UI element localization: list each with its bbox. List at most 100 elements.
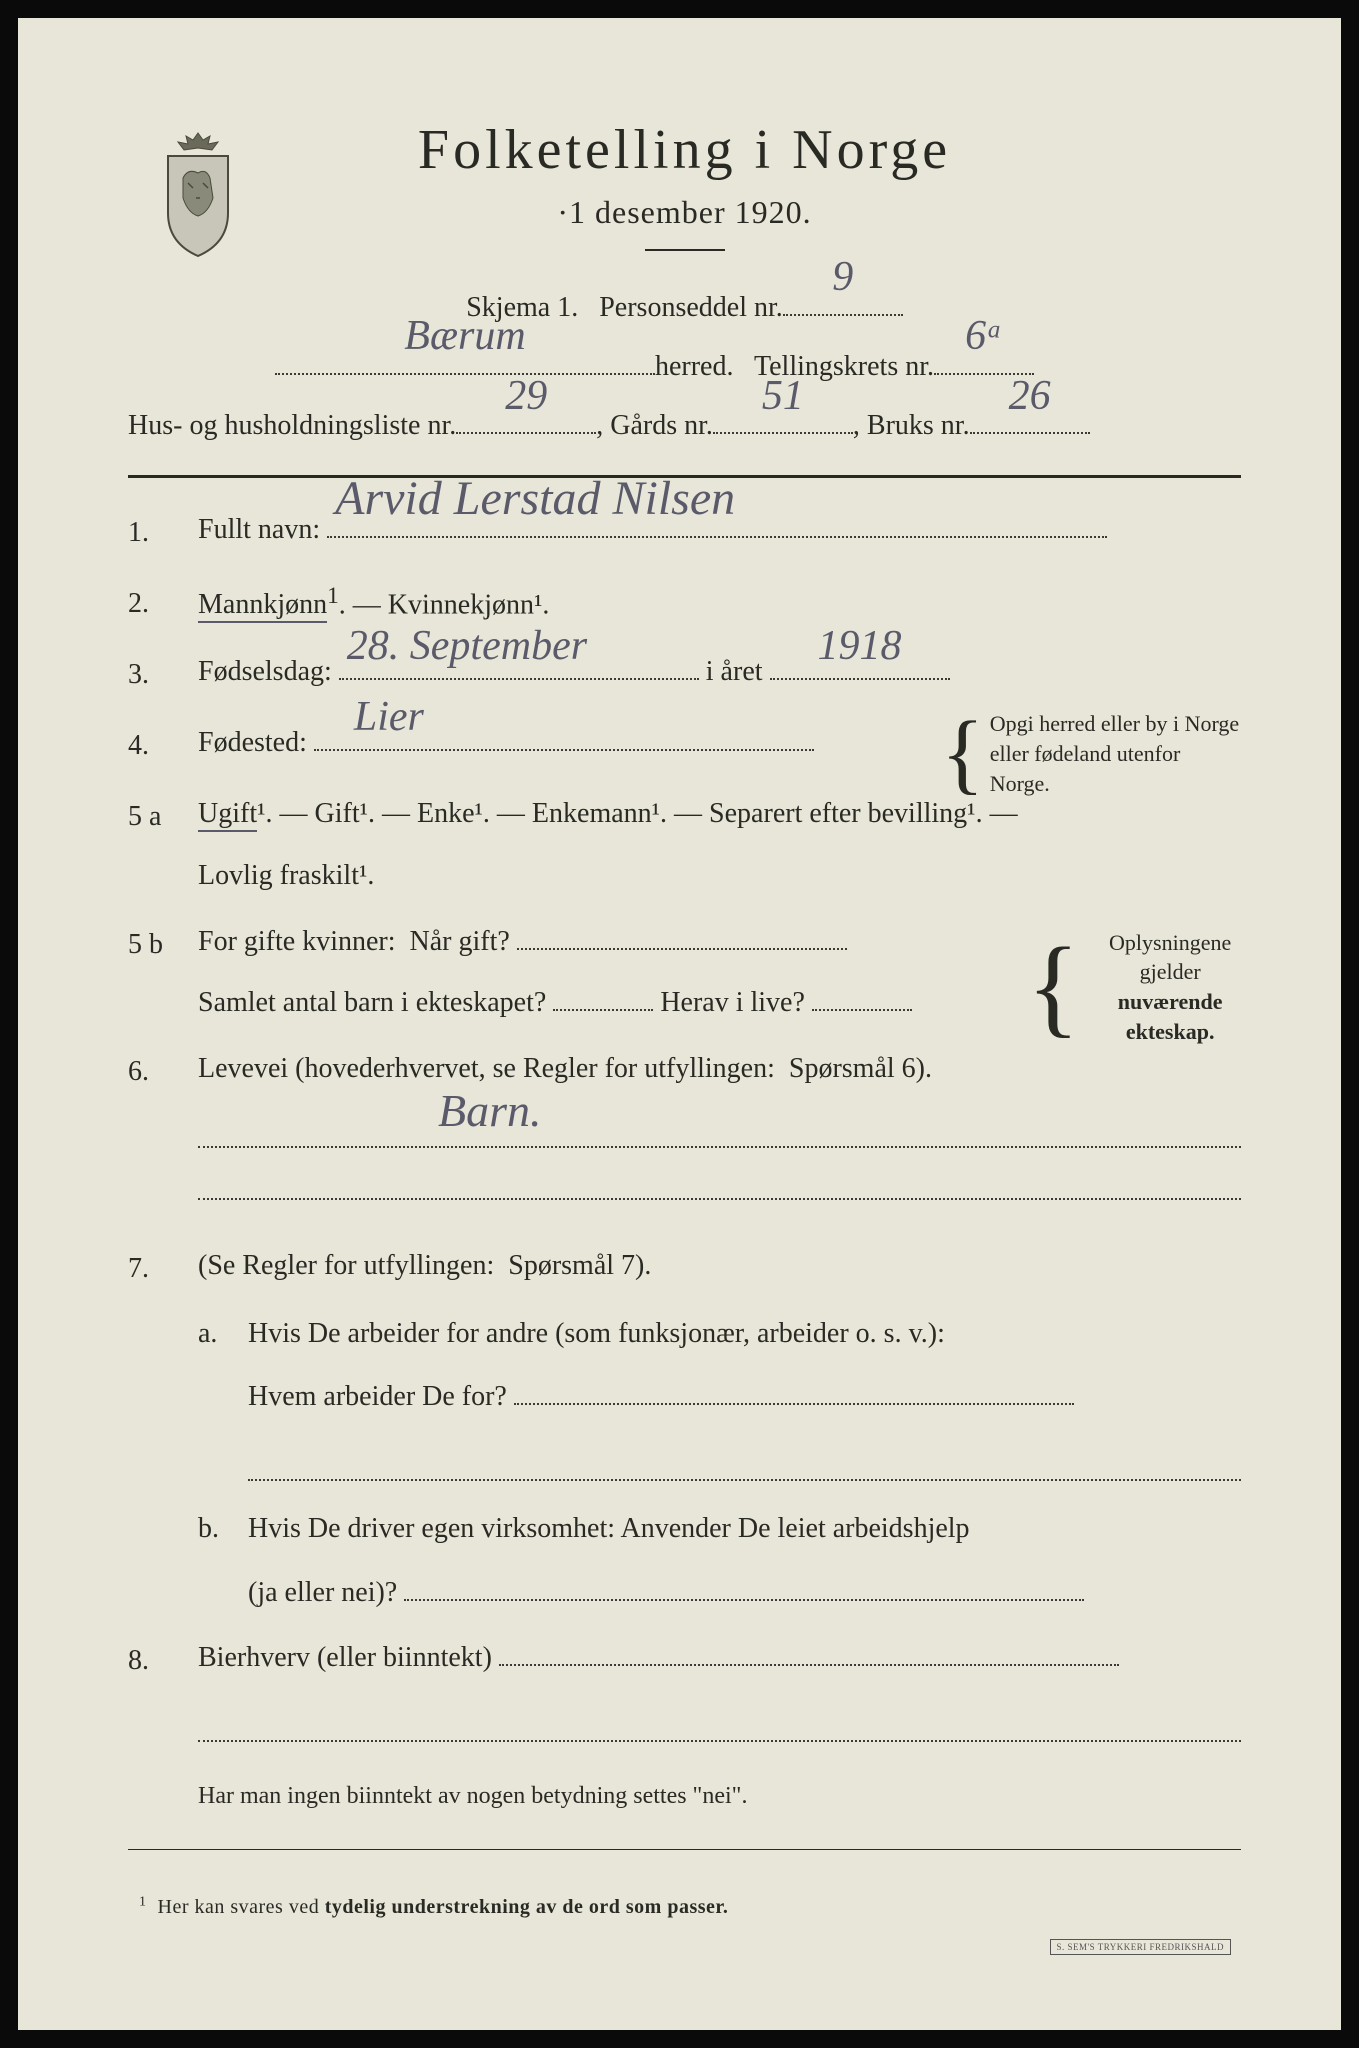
q7-row: 7. (Se Regler for utfyllingen: Spørsmål … — [128, 1242, 1241, 1616]
q2-mannkjonn: Mannkjønn — [198, 589, 327, 623]
q5b-row: 5 b For gifte kvinner: Når gift? Samlet … — [128, 918, 1241, 1027]
bruks-label: , Bruks nr. — [853, 399, 970, 452]
q7-body: (Se Regler for utfyllingen: Spørsmål 7).… — [198, 1242, 1241, 1616]
footnote: 1 Her kan svares ved tydelig understrekn… — [128, 1880, 1241, 1926]
q8-body: Bierhverv (eller biinntekt) — [198, 1634, 1241, 1754]
q4-body: Fødested: Lier { Opgi herred eller by i … — [198, 719, 1241, 767]
q3-year-field: 1918 — [770, 648, 950, 680]
q6-value: Barn. — [438, 1072, 542, 1150]
q7a: a. Hvis De arbeider for andre (som funks… — [198, 1310, 1241, 1493]
census-form-page: Folketelling i Norge ·1 desember 1920. S… — [0, 0, 1359, 2048]
q2-num: 2. — [128, 577, 198, 630]
q8-label: Bierhverv (eller biinntekt) — [198, 1642, 492, 1673]
q5a-body: Ugift¹. — Gift¹. — Enke¹. — Enkemann¹. —… — [198, 790, 1241, 899]
q7a-letter: a. — [198, 1310, 248, 1493]
q3-num: 3. — [128, 648, 198, 701]
bruks-field: 26 — [970, 402, 1090, 434]
personseddel-field: 9 — [783, 284, 903, 316]
q5b-label3: Herav i live? — [660, 987, 805, 1018]
q7a-field — [514, 1373, 1074, 1405]
page-subtitle: ·1 desember 1920. — [128, 194, 1241, 231]
q7-label: (Se Regler for utfyllingen: Spørsmål 7). — [198, 1250, 651, 1281]
q4-side-text: Opgi herred eller by i Norge eller fødel… — [990, 709, 1240, 798]
q6-field: Barn. — [198, 1108, 1241, 1148]
q7a-text2: Hvem arbeider De for? — [248, 1381, 507, 1412]
q8-num: 8. — [128, 1634, 198, 1687]
q7a-field2 — [248, 1441, 1241, 1481]
brace-icon: { — [941, 731, 984, 776]
q7b-content: Hvis De driver egen virksomhet: Anvender… — [248, 1505, 1241, 1616]
q6-label: Levevei (hovederhvervet, se Regler for u… — [198, 1053, 932, 1084]
q1-value: Arvid Lerstad Nilsen — [335, 458, 735, 540]
shield-svg — [148, 128, 248, 258]
q4-num: 4. — [128, 719, 198, 772]
q6-body: Levevei (hovederhvervet, se Regler for u… — [198, 1045, 1241, 1213]
row-skjema: Skjema 1. Personseddel nr. 9 — [128, 281, 1241, 334]
q5b-label1: For gifte kvinner: Når gift? — [198, 926, 510, 957]
q4-row: 4. Fødested: Lier { Opgi herred eller by… — [128, 719, 1241, 772]
q5b-field3 — [812, 979, 912, 1011]
coat-of-arms-icon — [148, 128, 248, 258]
q3-day-value: 28. September — [347, 611, 587, 682]
q3-day-field: 28. September — [339, 648, 699, 680]
q1-body: Fullt navn: Arvid Lerstad Nilsen — [198, 506, 1241, 554]
q6-num: 6. — [128, 1045, 198, 1098]
printer-mark: S. SEM'S TRYKKERI FREDRIKSHALD — [1050, 1939, 1231, 1955]
title-divider — [645, 249, 725, 251]
header: Folketelling i Norge ·1 desember 1920. — [128, 118, 1241, 251]
q5b-side-text: Oplysningene gjelder nuværende ekteskap. — [1085, 928, 1255, 1047]
gards-label: , Gårds nr. — [596, 399, 713, 452]
q3-label: Fødselsdag: — [198, 656, 332, 687]
q7a-text: Hvis De arbeider for andre (som funksjon… — [248, 1318, 945, 1349]
q7b-text2: (ja eller nei)? — [248, 1577, 397, 1608]
row-herred: Bærum herred. Tellingskrets nr. 6ᵃ — [68, 340, 1241, 393]
q8-field — [499, 1634, 1119, 1666]
q5b-label2: Samlet antal barn i ekteskapet? — [198, 987, 546, 1018]
q2-row: 2. Mannkjønn1. — Kvinnekjønn¹. — [128, 577, 1241, 630]
q7a-content: Hvis De arbeider for andre (som funksjon… — [248, 1310, 1241, 1493]
q5a-text: Ugift¹. — Gift¹. — Enke¹. — Enkemann¹. —… — [198, 798, 1018, 832]
q7b-field — [404, 1569, 1084, 1601]
q3-year-label: i året — [706, 656, 763, 687]
q5a-text2: Lovlig fraskilt¹. — [198, 852, 1241, 900]
q8-field2 — [198, 1702, 1241, 1742]
q5a-ugift: Ugift — [198, 798, 257, 832]
q7b: b. Hvis De driver egen virksomhet: Anven… — [198, 1505, 1241, 1616]
form-body: Skjema 1. Personseddel nr. 9 Bærum herre… — [128, 281, 1241, 1926]
gards-value: 51 — [762, 357, 804, 437]
q7-num: 7. — [128, 1242, 198, 1295]
q1-num: 1. — [128, 506, 198, 559]
q5b-num: 5 b — [128, 918, 198, 971]
q4-label: Fødested: — [198, 727, 307, 758]
q5a-row: 5 a Ugift¹. — Gift¹. — Enke¹. — Enkemann… — [128, 790, 1241, 899]
q1-label: Fullt navn: — [198, 514, 320, 545]
q4-side-note: { Opgi herred eller by i Norge eller fød… — [941, 709, 1261, 798]
tellingskrets-value: 6ᵃ — [965, 297, 1003, 377]
row-husliste: Hus- og husholdningsliste nr. 29 , Gårds… — [128, 399, 1241, 452]
footnote-divider — [128, 1849, 1241, 1850]
bruks-value: 26 — [1009, 357, 1051, 437]
q6-row: 6. Levevei (hovederhvervet, se Regler fo… — [128, 1045, 1241, 1213]
q5a-num: 5 a — [128, 790, 198, 843]
q7a-line2: Hvem arbeider De for? — [248, 1373, 1241, 1421]
note-line: Har man ingen biinntekt av nogen betydni… — [198, 1774, 1241, 1820]
q5b-field1 — [517, 918, 847, 950]
q1-row: 1. Fullt navn: Arvid Lerstad Nilsen — [128, 506, 1241, 559]
q4-value: Lier — [354, 682, 424, 753]
husliste-label: Hus- og husholdningsliste nr. — [128, 399, 456, 452]
husliste-value: 29 — [505, 357, 547, 437]
q7b-line2: (ja eller nei)? — [248, 1569, 1241, 1617]
page-title: Folketelling i Norge — [128, 118, 1241, 182]
herred-field: Bærum — [275, 343, 655, 375]
q1-field: Arvid Lerstad Nilsen — [327, 506, 1107, 538]
q7b-letter: b. — [198, 1505, 248, 1616]
q5b-side-note: { Oplysningene gjelder nuværende ekteska… — [1021, 928, 1261, 1047]
brace-icon-2: { — [1027, 959, 1080, 1014]
personseddel-value: 9 — [832, 238, 853, 318]
gards-field: 51 — [713, 402, 853, 434]
q8-row: 8. Bierhverv (eller biinntekt) — [128, 1634, 1241, 1754]
husliste-field: 29 — [456, 402, 596, 434]
q4-field: Lier — [314, 719, 814, 751]
q3-year-value: 1918 — [818, 611, 902, 682]
q3-row: 3. Fødselsdag: 28. September i året 1918 — [128, 648, 1241, 701]
